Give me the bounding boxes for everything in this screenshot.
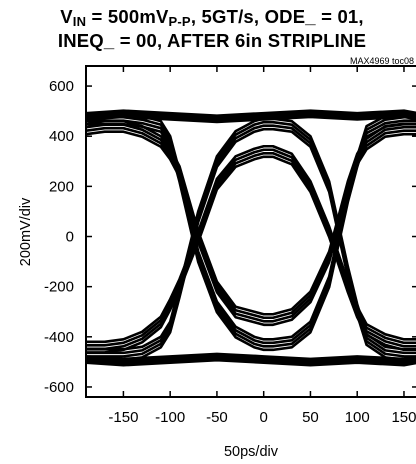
eye-trace-line bbox=[86, 352, 416, 361]
chart-title-line-2: INEQ_ = 00, AFTER 6in STRIPLINE bbox=[57, 30, 367, 51]
tick-group: -150 -100 -50 0 50 100 150 600 400 200 0 -200 -400 -6… bbox=[44, 66, 416, 426]
x-tick-label: 0 bbox=[260, 409, 268, 426]
x-axis-label: 50ps/div bbox=[224, 444, 279, 460]
y-tick-label: 600 bbox=[49, 78, 74, 95]
x-tick-label: 150 bbox=[391, 409, 416, 426]
x-tick-label: -50 bbox=[206, 409, 228, 426]
eye-trace-line bbox=[86, 356, 416, 365]
eye-trace-line bbox=[86, 111, 416, 120]
x-tick-label: 50 bbox=[302, 409, 319, 426]
x-tick-label: 100 bbox=[345, 409, 370, 426]
chart-title-line-1: VIN = 500mVP-P, 5GT/s, ODE_ = 01, bbox=[60, 6, 364, 29]
eye-trace-line bbox=[86, 115, 416, 124]
y-tick-label: 400 bbox=[49, 128, 74, 145]
trace-group bbox=[86, 109, 416, 367]
eye-trace-line bbox=[86, 354, 416, 363]
y-axis-label: 200mV/div bbox=[18, 197, 34, 266]
eye-trace-line bbox=[86, 130, 416, 327]
y-tick-label: -400 bbox=[44, 329, 74, 346]
x-tick-label: -150 bbox=[108, 409, 138, 426]
y-tick-label: 0 bbox=[66, 229, 74, 246]
eye-trace-line bbox=[86, 113, 416, 122]
y-tick-label: 200 bbox=[49, 178, 74, 195]
eye-trace-line bbox=[86, 358, 416, 367]
watermark-text: MAX4969 toc08 bbox=[350, 56, 414, 66]
y-tick-label: -600 bbox=[44, 379, 74, 396]
x-tick-label: -100 bbox=[155, 409, 185, 426]
y-tick-label: -200 bbox=[44, 279, 74, 296]
eye-trace-line bbox=[86, 109, 416, 117]
